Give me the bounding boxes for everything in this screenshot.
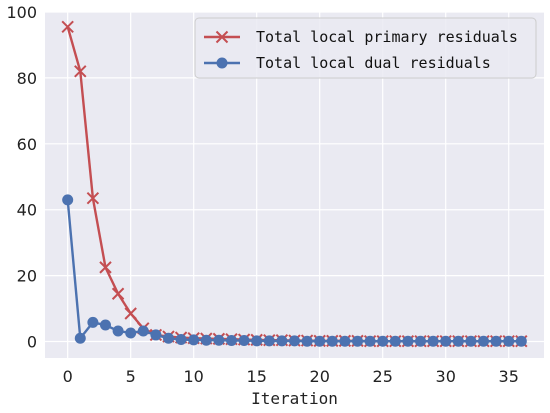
data-point-circle-marker (125, 327, 137, 339)
data-point-circle-marker (440, 335, 452, 347)
data-point-circle-marker (490, 335, 502, 347)
data-point-circle-marker (238, 335, 250, 347)
data-point-circle-marker (427, 335, 439, 347)
data-point-x-marker (124, 307, 137, 320)
legend-label: Total local primary residuals (256, 28, 518, 46)
data-point-x-marker (111, 287, 125, 300)
legend-box (194, 17, 537, 79)
data-point-circle-marker (162, 332, 174, 344)
data-point-circle-marker (478, 335, 490, 347)
x-tick-label: 10 (184, 367, 204, 386)
data-point-x-marker (215, 30, 229, 44)
data-point-circle-marker (188, 334, 200, 346)
data-point-circle-marker (515, 335, 527, 347)
data-point-circle-marker (352, 335, 364, 347)
data-point-circle-marker (389, 335, 401, 347)
data-point-circle-marker (415, 335, 427, 347)
data-point-circle-marker (225, 335, 237, 347)
data-point-circle-marker (289, 335, 300, 347)
data-point-circle-marker (213, 334, 225, 346)
legend-entry: Total local dual residuals (204, 54, 491, 72)
data-point-circle-marker (112, 325, 124, 337)
data-point-circle-marker (276, 335, 288, 347)
data-point-circle-marker (175, 334, 187, 346)
data-point-circle-marker (314, 335, 326, 347)
data-point-circle-marker (402, 335, 414, 347)
data-point-circle-marker (62, 194, 74, 206)
data-point-circle-marker (301, 335, 313, 347)
data-point-circle-marker (263, 335, 275, 347)
data-point-circle-marker (364, 335, 376, 347)
x-tick-label: 30 (436, 367, 456, 386)
x-tick-label: 20 (310, 367, 330, 386)
data-point-x-marker (74, 65, 87, 78)
data-point-circle-marker (503, 335, 515, 347)
data-point-circle-marker (137, 325, 149, 337)
x-tick-label: 5 (126, 367, 136, 386)
data-point-circle-marker (216, 57, 228, 69)
x-tick-label: 15 (247, 367, 267, 386)
y-tick-label: 40 (17, 201, 37, 220)
y-tick-label: 100 (6, 3, 37, 22)
y-tick-label: 0 (27, 333, 37, 352)
data-point-x-marker (86, 191, 100, 205)
data-point-circle-marker (99, 319, 111, 331)
y-tick-label: 20 (17, 267, 37, 286)
data-point-circle-marker (326, 335, 338, 347)
data-point-x-marker (61, 20, 74, 34)
x-tick-label: 0 (63, 367, 73, 386)
data-point-circle-marker (251, 335, 263, 347)
legend-label: Total local dual residuals (256, 54, 491, 72)
series-2 (62, 194, 527, 347)
x-tick-label: 25 (373, 367, 393, 386)
series-layer (61, 20, 528, 348)
legend: Total local primary residuals Total local… (194, 17, 537, 79)
data-point-circle-marker (74, 332, 86, 344)
y-tick-label: 80 (17, 69, 37, 88)
data-point-circle-marker (452, 335, 464, 347)
data-point-circle-marker (150, 329, 162, 341)
x-tick-label: 35 (499, 367, 519, 386)
data-point-circle-marker (87, 316, 99, 328)
data-point-circle-marker (377, 335, 389, 347)
y-tick-label: 60 (17, 135, 37, 154)
data-point-circle-marker (200, 334, 212, 346)
data-point-circle-marker (465, 335, 477, 347)
tick-labels: 0 5 10 15 20 25 30 35 0 20 40 60 80 100 (6, 3, 518, 386)
x-axis-title: Iteration (251, 389, 338, 408)
data-point-x-marker (99, 261, 112, 274)
legend-entry: Total local primary residuals (204, 28, 518, 46)
data-point-circle-marker (339, 335, 351, 347)
